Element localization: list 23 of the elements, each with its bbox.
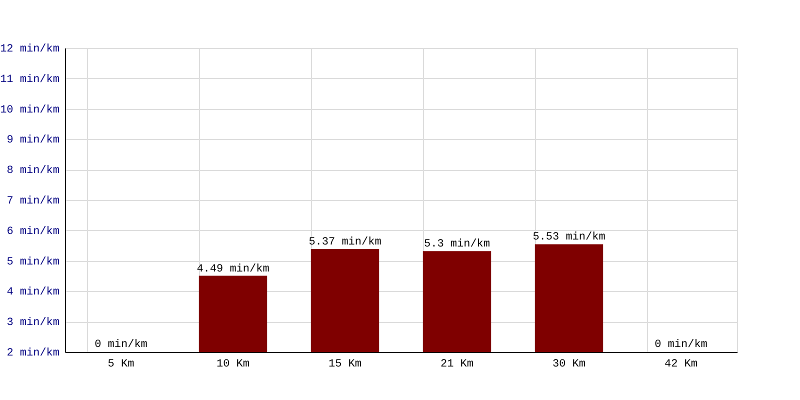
y-tick-label: 3 min/km xyxy=(6,317,60,330)
x-tick-label: 30 Km xyxy=(552,358,586,370)
y-tick-label: 2 min/km xyxy=(6,348,60,360)
x-tick-label: 5 Km xyxy=(108,358,135,370)
text: 0 min/km xyxy=(94,339,148,351)
data-label: 5.53 min/km xyxy=(532,232,606,244)
x-tick-label: 15 Km xyxy=(328,358,362,370)
x-tick-label: 10 Km xyxy=(216,358,250,370)
y-tick-label: 8 min/km xyxy=(6,165,60,178)
data-label: 5.3 min/km xyxy=(424,238,490,251)
data-label: 5.37 min/km xyxy=(308,236,382,249)
y-tick-label: 12 min/km xyxy=(0,44,60,56)
y-tick-label: 4 min/km xyxy=(6,286,60,299)
y-tick-label: 9 min/km xyxy=(6,134,60,147)
y-tick-label: 5 min/km xyxy=(6,256,60,268)
x-tick-label: 21 Km xyxy=(440,358,474,370)
text: 0 min/km xyxy=(654,339,708,351)
y-tick-label: 7 min/km xyxy=(6,196,60,208)
data-label: 4.49 min/km xyxy=(196,263,270,276)
y-tick-label: 10 min/km xyxy=(0,104,60,116)
x-tick-label: 42 Km xyxy=(664,358,698,370)
y-tick-label: 11 min/km xyxy=(0,74,60,86)
y-tick-label: 6 min/km xyxy=(6,226,60,238)
